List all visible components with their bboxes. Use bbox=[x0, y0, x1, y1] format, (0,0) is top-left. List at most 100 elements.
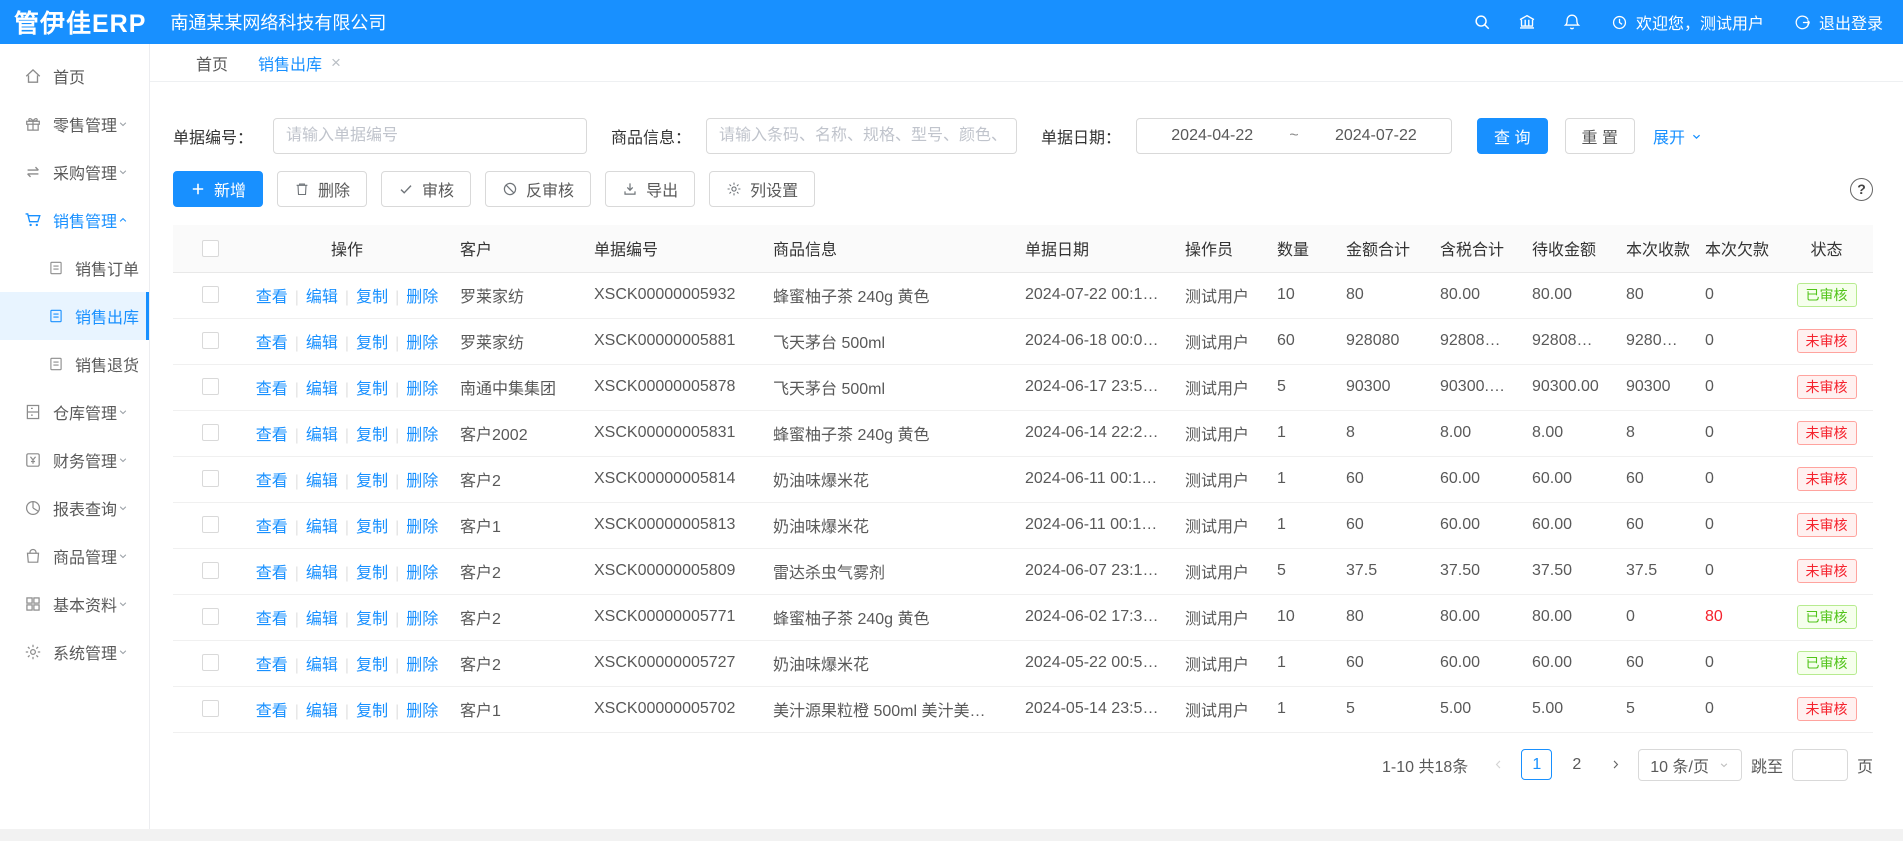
action-view[interactable]: 查看 bbox=[255, 335, 288, 352]
action-copy[interactable]: 复制 bbox=[356, 473, 389, 490]
action-view[interactable]: 查看 bbox=[255, 611, 288, 628]
row-checkbox[interactable] bbox=[201, 562, 219, 580]
jump-page-input[interactable] bbox=[1791, 748, 1848, 781]
action-delete[interactable]: 删除 bbox=[406, 611, 439, 628]
expand-link[interactable]: 展开 bbox=[1653, 124, 1703, 148]
search-icon[interactable] bbox=[1473, 13, 1491, 31]
column-settings-button[interactable]: 列设置 bbox=[709, 171, 816, 207]
row-checkbox[interactable] bbox=[201, 608, 219, 626]
add-button[interactable]: 新增 bbox=[173, 171, 264, 207]
action-view[interactable]: 查看 bbox=[255, 657, 288, 674]
next-page-button[interactable] bbox=[1601, 750, 1629, 780]
welcome-user[interactable]: 欢迎您，测试用户 bbox=[1611, 10, 1764, 34]
help-icon[interactable]: ? bbox=[1850, 177, 1873, 201]
page-button-2[interactable]: 2 bbox=[1572, 755, 1582, 773]
row-checkbox[interactable] bbox=[201, 332, 219, 350]
sidebar-item-purchase[interactable]: 采购管理 bbox=[0, 148, 149, 196]
plus-icon bbox=[190, 181, 206, 197]
audit-button[interactable]: 审核 bbox=[381, 171, 472, 207]
logout-button[interactable]: 退出登录 bbox=[1794, 10, 1883, 34]
action-edit[interactable]: 编辑 bbox=[305, 381, 338, 398]
action-delete[interactable]: 删除 bbox=[406, 335, 439, 352]
action-copy[interactable]: 复制 bbox=[356, 381, 389, 398]
row-checkbox[interactable] bbox=[201, 516, 219, 534]
action-delete[interactable]: 删除 bbox=[406, 381, 439, 398]
bank-icon[interactable] bbox=[1518, 13, 1536, 31]
action-view[interactable]: 查看 bbox=[255, 703, 288, 720]
page-button-1[interactable]: 1 bbox=[1521, 749, 1553, 780]
tab-home[interactable]: 首页 bbox=[196, 51, 228, 75]
date-end-value[interactable]: 2024-07-22 bbox=[1334, 127, 1417, 144]
action-edit[interactable]: 编辑 bbox=[305, 657, 338, 674]
action-edit[interactable]: 编辑 bbox=[305, 611, 338, 628]
row-checkbox[interactable] bbox=[201, 654, 219, 672]
sidebar-item-warehouse[interactable]: 仓库管理 bbox=[0, 388, 149, 436]
delete-button[interactable]: 删除 bbox=[277, 171, 368, 207]
action-edit[interactable]: 编辑 bbox=[305, 565, 338, 582]
sidebar-item-finance[interactable]: 财务管理 bbox=[0, 436, 149, 484]
export-button[interactable]: 导出 bbox=[605, 171, 696, 207]
sidebar-item-system[interactable]: 系统管理 bbox=[0, 628, 149, 676]
horizontal-scrollbar[interactable] bbox=[0, 829, 1903, 841]
date-range-picker[interactable]: 2024-04-22 ~ 2024-07-22 bbox=[1136, 118, 1453, 154]
search-button[interactable]: 查 询 bbox=[1477, 118, 1548, 154]
action-view[interactable]: 查看 bbox=[255, 381, 288, 398]
action-delete[interactable]: 删除 bbox=[406, 565, 439, 582]
row-checkbox[interactable] bbox=[201, 424, 219, 442]
date-start-value[interactable]: 2024-04-22 bbox=[1171, 127, 1254, 144]
action-delete[interactable]: 删除 bbox=[406, 703, 439, 720]
action-delete[interactable]: 删除 bbox=[406, 519, 439, 536]
action-delete[interactable]: 删除 bbox=[406, 427, 439, 444]
unaudit-button[interactable]: 反审核 bbox=[485, 171, 592, 207]
action-view[interactable]: 查看 bbox=[255, 289, 288, 306]
sidebar-item-reports[interactable]: 报表查询 bbox=[0, 484, 149, 532]
action-copy[interactable]: 复制 bbox=[356, 519, 389, 536]
action-copy[interactable]: 复制 bbox=[356, 335, 389, 352]
product-info-input[interactable] bbox=[706, 118, 1018, 154]
action-delete[interactable]: 删除 bbox=[406, 657, 439, 674]
action-edit[interactable]: 编辑 bbox=[305, 473, 338, 490]
page-size-select[interactable]: 10 条/页 bbox=[1638, 748, 1742, 781]
action-delete[interactable]: 删除 bbox=[406, 473, 439, 490]
action-copy[interactable]: 复制 bbox=[356, 657, 389, 674]
bell-icon[interactable] bbox=[1563, 13, 1581, 31]
sidebar-item-basic-data[interactable]: 基本资料 bbox=[0, 580, 149, 628]
sidebar-item-home[interactable]: 首页 bbox=[0, 52, 149, 100]
action-copy[interactable]: 复制 bbox=[356, 565, 389, 582]
sidebar-item-retail[interactable]: 零售管理 bbox=[0, 100, 149, 148]
table-row: 查看 | 编辑 | 复制 | 删除 客户1 XSCK00000005702 美汁源果粒橙 500m… bbox=[173, 686, 1873, 733]
action-copy[interactable]: 复制 bbox=[356, 611, 389, 628]
sidebar-item-products[interactable]: 商品管理 bbox=[0, 532, 149, 580]
action-edit[interactable]: 编辑 bbox=[305, 703, 338, 720]
select-all-checkbox[interactable] bbox=[201, 239, 219, 257]
doc-no-input[interactable] bbox=[273, 118, 588, 154]
column-header: 客户 bbox=[447, 225, 581, 273]
action-copy[interactable]: 复制 bbox=[356, 427, 389, 444]
sidebar-item-sales-order[interactable]: 销售订单 bbox=[0, 244, 149, 292]
action-view[interactable]: 查看 bbox=[255, 519, 288, 536]
action-edit[interactable]: 编辑 bbox=[305, 427, 338, 444]
close-icon[interactable]: × bbox=[331, 53, 341, 72]
sidebar-item-sales-return[interactable]: 销售退货 bbox=[0, 340, 149, 388]
row-checkbox[interactable] bbox=[201, 286, 219, 304]
row-checkbox[interactable] bbox=[201, 378, 219, 396]
row-checkbox-cell bbox=[173, 502, 247, 549]
action-copy[interactable]: 复制 bbox=[356, 289, 389, 306]
sidebar-item-sales-outbound[interactable]: 销售出库 bbox=[0, 292, 149, 340]
action-view[interactable]: 查看 bbox=[255, 565, 288, 582]
cell-product: 奶油味爆米花 bbox=[760, 640, 1012, 687]
action-view[interactable]: 查看 bbox=[255, 427, 288, 444]
action-copy[interactable]: 复制 bbox=[356, 703, 389, 720]
reset-button[interactable]: 重 置 bbox=[1564, 118, 1635, 154]
sidebar-item-sales[interactable]: 销售管理 bbox=[0, 196, 149, 244]
action-edit[interactable]: 编辑 bbox=[305, 335, 338, 352]
prev-page-button[interactable] bbox=[1484, 750, 1512, 780]
row-checkbox[interactable] bbox=[201, 470, 219, 488]
action-view[interactable]: 查看 bbox=[255, 473, 288, 490]
action-edit[interactable]: 编辑 bbox=[305, 519, 338, 536]
row-checkbox[interactable] bbox=[201, 700, 219, 718]
tab-sales-outbound[interactable]: 销售出库 × bbox=[258, 51, 341, 75]
action-delete[interactable]: 删除 bbox=[406, 289, 439, 306]
download-icon bbox=[622, 181, 638, 197]
action-edit[interactable]: 编辑 bbox=[305, 289, 338, 306]
